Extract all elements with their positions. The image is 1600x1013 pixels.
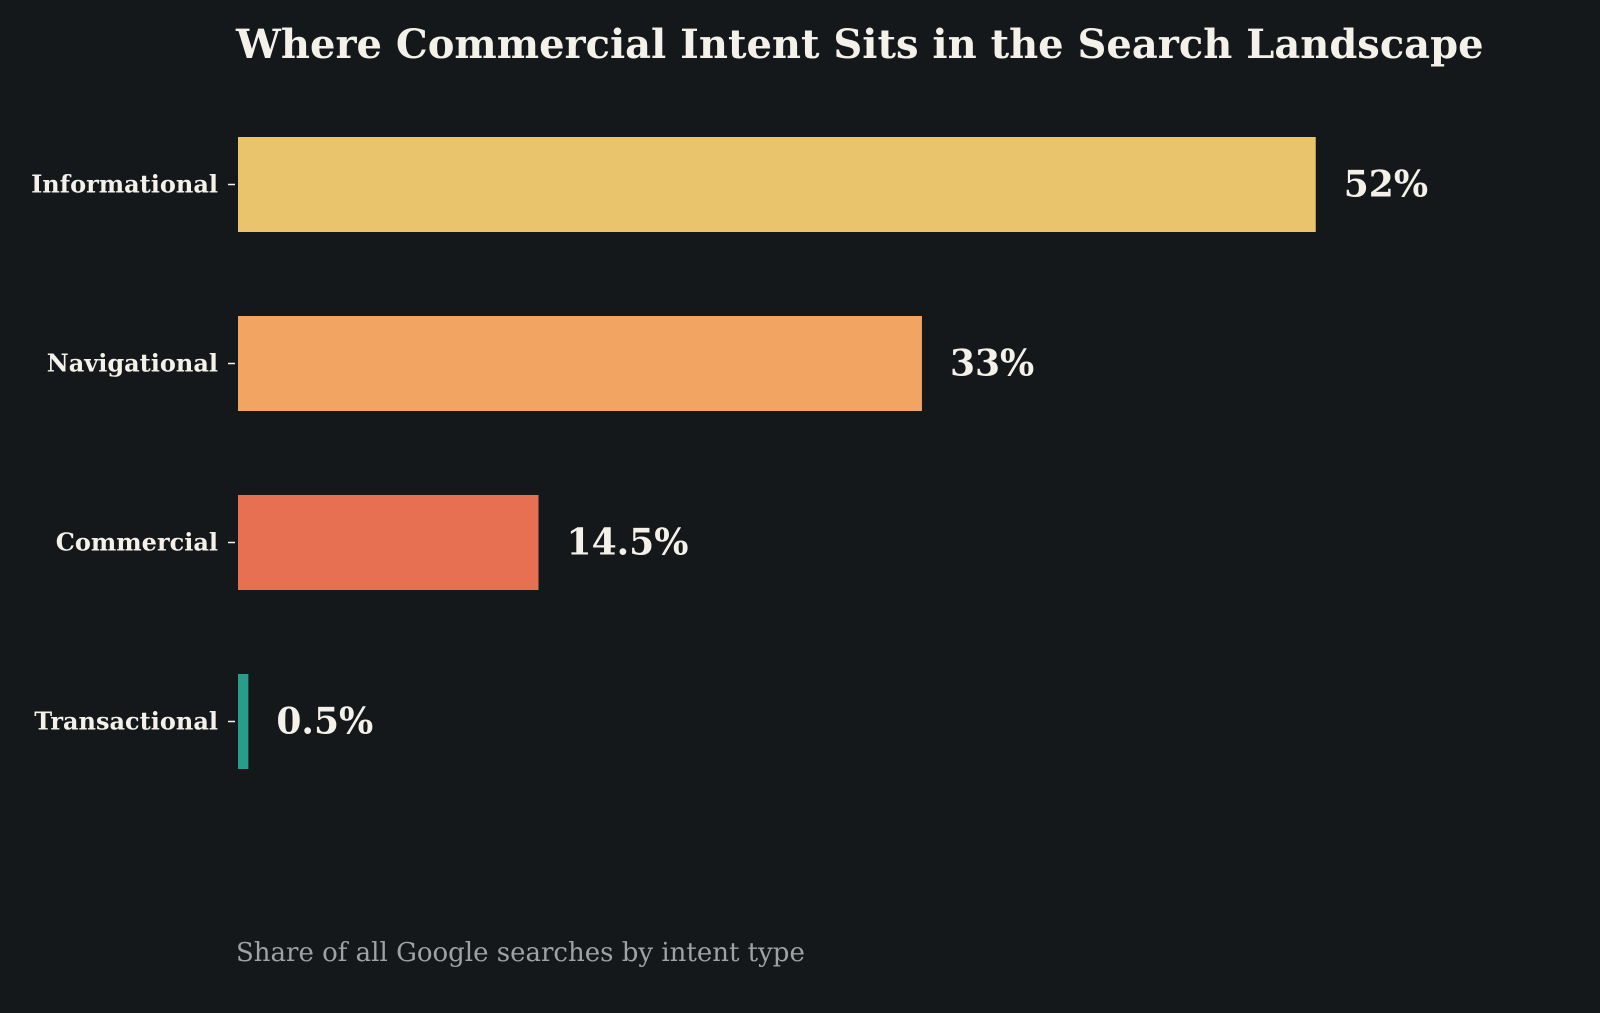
value-label-transactional: 0.5% — [276, 701, 373, 743]
bar-transactional — [238, 674, 249, 769]
y-tick-label-commercial: Commercial — [56, 528, 218, 557]
value-label-commercial: 14.5% — [567, 522, 689, 564]
bar-navigational — [238, 316, 922, 411]
y-tick-label-informational: Informational — [31, 170, 218, 199]
y-tick-label-navigational: Navigational — [47, 349, 218, 378]
bar-informational — [238, 137, 1316, 232]
bars-group: Informational 52% Navigational 33% Commercia… — [31, 137, 1428, 769]
chart-title: Where Commercial Intent Sits in the Sear… — [235, 21, 1484, 68]
bar-commercial — [238, 495, 539, 590]
value-label-navigational: 33% — [950, 343, 1034, 385]
chart-caption: Share of all Google searches by intent t… — [236, 938, 805, 968]
value-label-informational: 52% — [1344, 164, 1428, 206]
y-tick-label-transactional: Transactional — [34, 707, 218, 736]
